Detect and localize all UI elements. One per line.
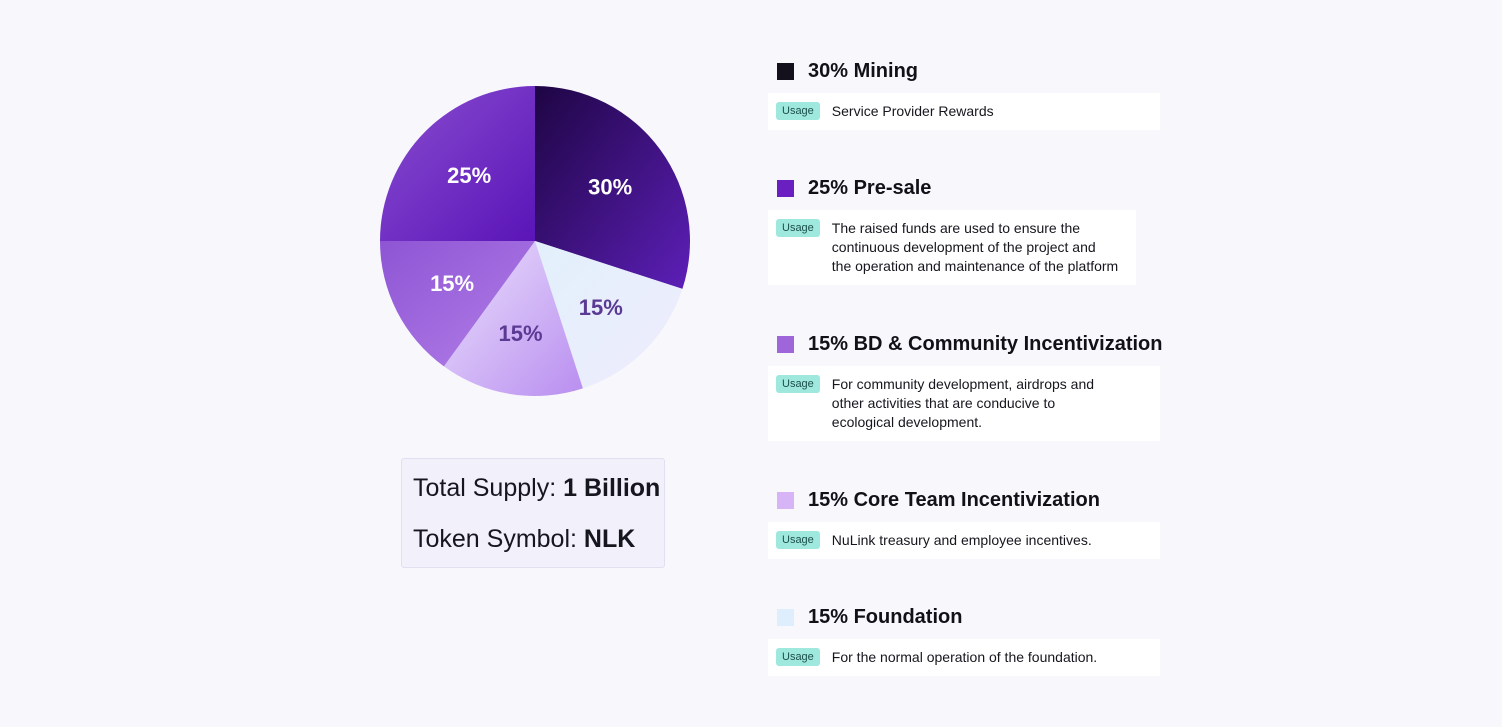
pie-slice-label: 15%: [579, 295, 623, 320]
usage-text-line: ecological development.: [831, 414, 983, 430]
usage-text-line: For the normal operation of the foundati…: [831, 649, 1098, 665]
usage-text: For the normal operation of the foundati…: [832, 648, 1097, 667]
usage-text: For community development, airdrops and …: [832, 375, 1094, 432]
token-symbol-value: NLK: [583, 525, 636, 553]
legend-header: 15% Core Team Incentivization: [768, 486, 1160, 514]
usage-text-line: The raised funds are used to ensure the: [831, 220, 1081, 236]
usage-text-line: Service Provider Rewards: [831, 103, 994, 119]
legend-item-core-team: 15% Core Team Incentivization Usage NuLi…: [768, 486, 1160, 559]
legend-header: 15% Foundation: [768, 603, 1160, 631]
legend-item-mining: 30% Mining Usage Service Provider Reward…: [768, 57, 1160, 130]
token-symbol-line: Token Symbol: NLK: [413, 524, 664, 575]
legend-header: 30% Mining: [768, 57, 1160, 85]
legend-title: 15% Core Team Incentivization: [808, 488, 1100, 511]
legend-item-foundation: 15% Foundation Usage For the normal oper…: [768, 603, 1160, 676]
usage-card: Usage Service Provider Rewards: [768, 93, 1160, 130]
pie-slice-label: 30%: [588, 174, 632, 199]
usage-card: Usage NuLink treasury and employee incen…: [768, 522, 1160, 559]
legend-swatch: [777, 608, 794, 626]
legend-swatch: [777, 335, 794, 353]
usage-badge: Usage: [776, 219, 820, 237]
pie-slice: [380, 241, 535, 367]
usage-text-line: NuLink treasury and employee incentives.: [831, 532, 1092, 548]
usage-card: Usage For the normal operation of the fo…: [768, 639, 1160, 676]
usage-card: Usage For community development, airdrop…: [768, 366, 1160, 441]
pie-slice-label: 15%: [430, 271, 474, 296]
legend-header: 25% Pre-sale: [768, 174, 1136, 202]
usage-badge: Usage: [776, 102, 820, 120]
usage-text: The raised funds are used to ensure the …: [832, 219, 1118, 276]
token-info-box: Total Supply: 1 Billion Token Symbol: NL…: [401, 458, 665, 568]
pie-slice-label: 15%: [498, 321, 542, 346]
pie-slice: [380, 86, 535, 241]
legend-swatch: [777, 491, 794, 509]
legend-header: 15% BD & Community Incentivization: [768, 330, 1163, 358]
usage-badge: Usage: [776, 531, 820, 549]
legend-item-pre-sale: 25% Pre-sale Usage The raised funds are …: [768, 174, 1136, 285]
usage-text: NuLink treasury and employee incentives.: [832, 531, 1092, 550]
total-supply-line: Total Supply: 1 Billion: [413, 473, 664, 524]
legend-title: 15% BD & Community Incentivization: [808, 332, 1163, 355]
legend-item-bd-community: 15% BD & Community Incentivization Usage…: [768, 330, 1163, 441]
usage-text: Service Provider Rewards: [832, 102, 994, 121]
pie-slice-label: 25%: [447, 163, 491, 188]
usage-badge: Usage: [776, 648, 820, 666]
usage-card: Usage The raised funds are used to ensur…: [768, 210, 1136, 285]
usage-text-line: other activities that are conducive to: [831, 395, 1056, 411]
token-symbol-label: Token Symbol:: [413, 525, 584, 553]
pie-slice: [535, 86, 690, 289]
pie-slice: [443, 241, 583, 396]
legend-title: 30% Mining: [808, 59, 919, 82]
token-allocation-pie-chart: 30% 15% 15% 15% 25%: [380, 86, 690, 396]
usage-badge: Usage: [776, 375, 820, 393]
usage-text-line: continuous development of the project an…: [831, 239, 1096, 255]
total-supply-value: 1 Billion: [563, 474, 661, 502]
usage-text-line: For community development, airdrops and: [831, 376, 1095, 392]
legend-title: 25% Pre-sale: [808, 176, 932, 199]
legend-swatch: [777, 62, 794, 80]
legend-title: 15% Foundation: [808, 605, 963, 628]
usage-text-line: the operation and maintenance of the pla…: [831, 258, 1119, 274]
pie-slice: [535, 241, 683, 389]
legend-swatch: [777, 179, 794, 197]
total-supply-label: Total Supply:: [413, 474, 564, 502]
